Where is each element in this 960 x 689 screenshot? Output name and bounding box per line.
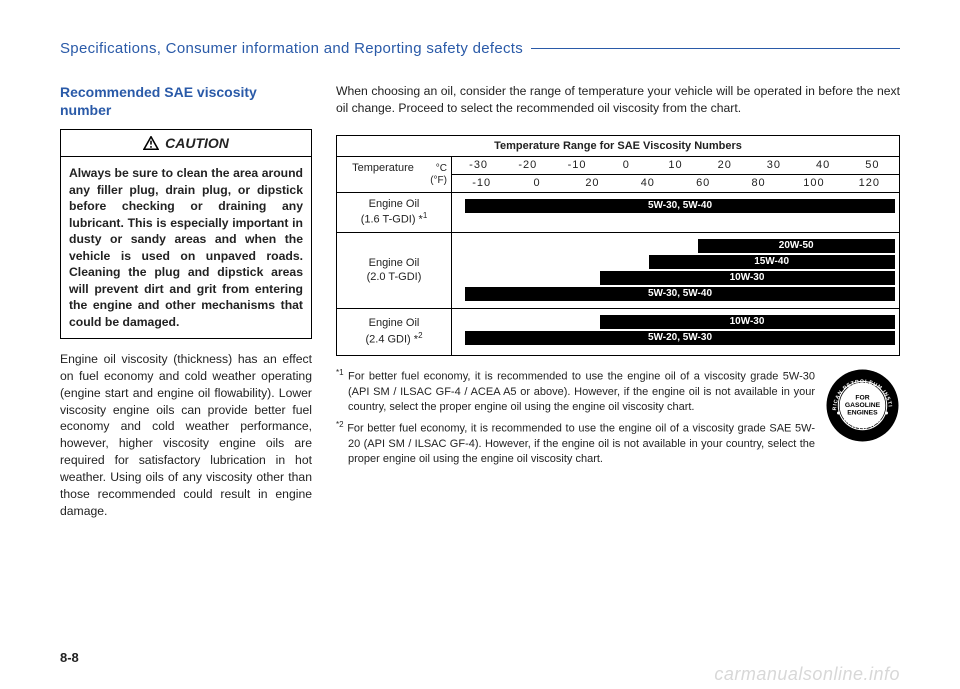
scale-value: 60 <box>676 178 731 189</box>
left-column: Recommended SAE viscosity number CAUTION… <box>60 83 312 519</box>
content-columns: Recommended SAE viscosity number CAUTION… <box>60 83 900 519</box>
viscosity-bar: 15W-40 <box>649 255 895 269</box>
oil-label: Engine Oil(2.0 T-GDI) <box>337 233 452 308</box>
viscosity-bar: 5W-20, 5W-30 <box>465 331 894 345</box>
viscosity-bar: 10W-30 <box>600 315 895 329</box>
page-number: 8-8 <box>60 650 79 665</box>
viscosity-paragraph: Engine oil viscosity (thickness) has an … <box>60 351 312 519</box>
footnote-2: *2 For better fuel economy, it is recomm… <box>336 420 815 466</box>
viscosity-bar: 5W-30, 5W-40 <box>465 199 894 213</box>
temperature-label: Temperature <box>341 162 425 175</box>
scale-value: 30 <box>749 160 798 171</box>
viscosity-bar: 10W-30 <box>600 271 895 285</box>
intro-paragraph: When choosing an oil, consider the range… <box>336 83 900 117</box>
oil-label: Engine Oil(2.4 GDI) *2 <box>337 309 452 355</box>
right-column: When choosing an oil, consider the range… <box>336 83 900 519</box>
oil-row: Engine Oil(1.6 T-GDI) *1 5W-30, 5W-40 <box>337 193 899 233</box>
scale-value: -30 <box>454 160 503 171</box>
caution-label: CAUTION <box>165 135 229 151</box>
viscosity-bar: 5W-30, 5W-40 <box>465 287 894 301</box>
fahrenheit-scale: -10020406080100120 <box>452 175 899 192</box>
scale-value: 0 <box>602 160 651 171</box>
unit-fahrenheit: (°F) <box>425 175 447 187</box>
temperature-scale: -30-20-1001020304050 -10020406080100120 <box>452 157 899 192</box>
warning-icon <box>143 136 159 150</box>
scale-value: -10 <box>454 178 509 189</box>
oil-row: Engine Oil(2.0 T-GDI) 20W-50 15W-40 10W-30 5… <box>337 233 899 309</box>
scale-value: 0 <box>509 178 564 189</box>
svg-text:ENGINES: ENGINES <box>847 410 878 417</box>
caution-body: Always be sure to clean the area around … <box>61 157 311 338</box>
oil-row: Engine Oil(2.4 GDI) *2 10W-30 5W-20, 5W-30 <box>337 309 899 355</box>
temperature-header-row: Temperature °C (°F) -30-20-1001020304050… <box>337 157 899 193</box>
viscosity-bar: 20W-50 <box>698 239 895 253</box>
temperature-label-cell: Temperature °C (°F) <box>337 157 452 192</box>
scale-value: 40 <box>620 178 675 189</box>
scale-value: 100 <box>786 178 841 189</box>
viscosity-chart: Temperature Range for SAE Viscosity Numb… <box>336 135 900 356</box>
celsius-scale: -30-20-1001020304050 <box>452 157 899 175</box>
scale-value: 10 <box>651 160 700 171</box>
sae-heading: Recommended SAE viscosity number <box>60 83 312 119</box>
header-rule <box>531 48 900 49</box>
unit-celsius: °C <box>425 163 447 175</box>
oil-label: Engine Oil(1.6 T-GDI) *1 <box>337 193 452 232</box>
caution-header: CAUTION <box>61 130 311 157</box>
svg-text:FOR: FOR <box>855 395 869 402</box>
section-header: Specifications, Consumer information and… <box>60 40 900 57</box>
footnote-area: *1 For better fuel economy, it is recomm… <box>336 368 900 472</box>
scale-value: 80 <box>731 178 786 189</box>
scale-value: 20 <box>565 178 620 189</box>
footnotes: *1 For better fuel economy, it is recomm… <box>336 368 815 472</box>
scale-value: 20 <box>700 160 749 171</box>
oil-rows-container: Engine Oil(1.6 T-GDI) *15W-30, 5W-40Engi… <box>337 193 899 355</box>
watermark: carmanualsonline.info <box>714 664 900 685</box>
section-title: Specifications, Consumer information and… <box>60 40 523 57</box>
footnote-1: *1 For better fuel economy, it is recomm… <box>336 368 815 414</box>
caution-box: CAUTION Always be sure to clean the area… <box>60 129 312 339</box>
api-certified-badge: AMERICAN PETROLEUM INSTITUTE CERTIFIED F… <box>825 368 900 443</box>
oil-bars: 5W-30, 5W-40 <box>452 193 899 232</box>
svg-text:GASOLINE: GASOLINE <box>845 402 881 409</box>
scale-value: -20 <box>503 160 552 171</box>
scale-value: 120 <box>842 178 897 189</box>
oil-bars: 20W-50 15W-40 10W-30 5W-30, 5W-40 <box>452 233 899 308</box>
scale-value: -10 <box>552 160 601 171</box>
scale-value: 40 <box>799 160 848 171</box>
scale-value: 50 <box>848 160 897 171</box>
oil-bars: 10W-30 5W-20, 5W-30 <box>452 309 899 355</box>
chart-title: Temperature Range for SAE Viscosity Numb… <box>337 136 899 157</box>
